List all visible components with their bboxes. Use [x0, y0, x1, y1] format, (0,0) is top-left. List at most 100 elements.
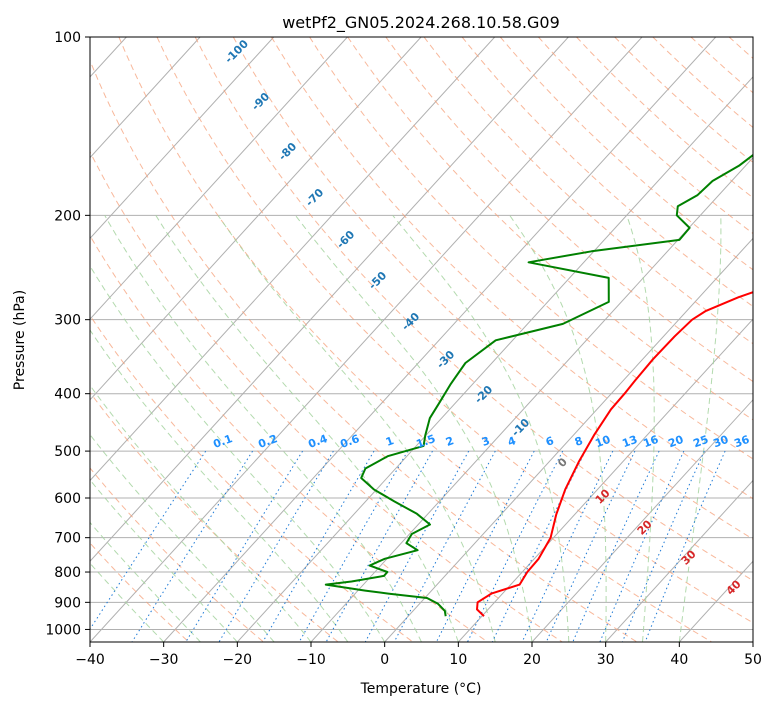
y-axis-label: Pressure (hPa): [12, 290, 28, 390]
moist-adiabat: [90, 433, 275, 642]
isotherm: [163, 37, 717, 642]
mixing-ratio-line: [262, 450, 375, 642]
dry-adiabat: [194, 37, 753, 582]
mixing-ratio-label: 0.4: [306, 432, 329, 451]
dry-adiabat: [156, 37, 753, 624]
mixing-ratio-line: [393, 450, 496, 642]
mixing-ratio-line: [599, 450, 685, 642]
isotherm: [605, 479, 753, 642]
moist-adiabat: [90, 329, 349, 642]
x-tick-label: 40: [670, 652, 688, 668]
y-tick-label: 400: [54, 387, 81, 403]
mixing-ratio-line: [218, 450, 334, 642]
isotherm: [90, 37, 422, 401]
mixing-ratio-line: [521, 450, 614, 642]
chart-title: wetPf2_GN05.2024.268.10.58.G09: [282, 13, 560, 33]
temperature-profile: [476, 291, 753, 617]
moist-adiabat: [90, 479, 238, 642]
x-tick-label: −30: [149, 652, 179, 668]
y-tick-label: 700: [54, 531, 81, 547]
dry-adiabat: [90, 59, 638, 642]
mixing-ratio-label: 6: [544, 434, 556, 449]
mixing-ratio-label: 36: [732, 433, 751, 451]
isotherm: [531, 399, 753, 642]
x-tick-label: 50: [744, 652, 762, 668]
dry-adiabat: [385, 37, 753, 383]
y-tick-label: 500: [54, 444, 81, 460]
mixing-ratio-label: 20: [666, 433, 685, 451]
isotherm: [236, 76, 753, 642]
mixing-ratio-line: [621, 450, 705, 642]
isotherm: [90, 37, 496, 482]
moist-adiabat: [90, 521, 201, 642]
y-tick-label: 900: [54, 595, 81, 611]
x-tick-label: −20: [223, 652, 253, 668]
isotherm: [90, 37, 348, 320]
y-tick-label: 1000: [45, 622, 81, 638]
dry-adiabat: [461, 37, 753, 308]
dry-adiabat: [270, 37, 753, 500]
mixing-ratio-line: [298, 450, 409, 642]
dry-adiabat: [232, 37, 753, 540]
isotherm: [384, 237, 753, 642]
mixing-ratio-line: [364, 450, 470, 642]
y-tick-label: 600: [54, 491, 81, 507]
mixing-ratio-label: 13: [620, 433, 639, 450]
mixing-ratio-label: 25: [691, 433, 710, 450]
mixing-ratio-line: [644, 450, 726, 642]
mixing-ratio-line: [185, 450, 304, 642]
mixing-ratio-line: [545, 450, 636, 642]
x-tick-label: −10: [296, 652, 326, 668]
dry-adiabat: [538, 37, 753, 235]
moist-adiabat: [90, 562, 165, 642]
moist-adiabat: [626, 215, 655, 642]
y-tick-label: 200: [54, 208, 81, 224]
mixing-ratio-label: 0.1: [211, 432, 234, 451]
dry-adiabat: [347, 37, 753, 421]
dry-adiabat: [90, 150, 563, 642]
profile-curves: [324, 153, 753, 617]
moist-adiabat: [392, 214, 570, 642]
x-tick-label: −40: [75, 652, 105, 668]
moist-adiabat: [104, 215, 422, 642]
plot-frame: [89, 36, 754, 643]
mixing-ratio-label: 16: [641, 433, 660, 451]
moist-adiabat: [217, 215, 496, 642]
mixing-ratio-label: 2: [444, 434, 456, 449]
mixing-ratio-line: [325, 450, 433, 642]
dry-adiabat: [576, 37, 753, 199]
y-tick-label: 800: [54, 565, 81, 581]
plot-area: [90, 37, 753, 642]
mixing-ratio-label: 30: [711, 433, 730, 451]
x-tick-label: 10: [449, 652, 467, 668]
dry-adiabat: [423, 37, 753, 345]
dry-adiabat: [118, 37, 712, 642]
mixing-ratio-label: 8: [573, 434, 585, 449]
isotherm: [90, 37, 643, 642]
mixing-ratio-label: 10: [593, 433, 612, 451]
mixing-ratio-label: 1: [384, 434, 396, 449]
dry-adiabat: [309, 37, 753, 460]
moist-adiabat: [678, 215, 722, 642]
mixing-ratio-line: [131, 450, 254, 642]
moist-adiabat: [509, 215, 607, 642]
mixing-ratio-label: 3: [480, 434, 492, 449]
moist-adiabat: [90, 265, 386, 642]
isotherm: [90, 37, 275, 240]
mixing-ratio-label: 4: [506, 434, 518, 449]
axis-ticks: −40 −30 −20 −10 0 10 20 30 40 5010020030040050060…: [45, 30, 762, 668]
x-tick-label: 20: [523, 652, 541, 668]
moist-adiabat: [155, 215, 459, 642]
mixing-ratio-label: 1.5: [414, 432, 437, 451]
mixing-ratio-label: 0.2: [256, 432, 279, 451]
isotherm: [90, 37, 201, 159]
mixing-ratio-label: 0.6: [338, 432, 361, 451]
background-lines: [90, 37, 753, 642]
dewpoint-profile: [324, 153, 753, 617]
isotherm: [457, 318, 753, 642]
x-tick-label: 30: [597, 652, 615, 668]
dry-adiabat: [90, 314, 414, 642]
y-tick-label: 300: [54, 313, 81, 329]
isotherm: [90, 37, 569, 563]
y-tick-label: 100: [54, 30, 81, 46]
